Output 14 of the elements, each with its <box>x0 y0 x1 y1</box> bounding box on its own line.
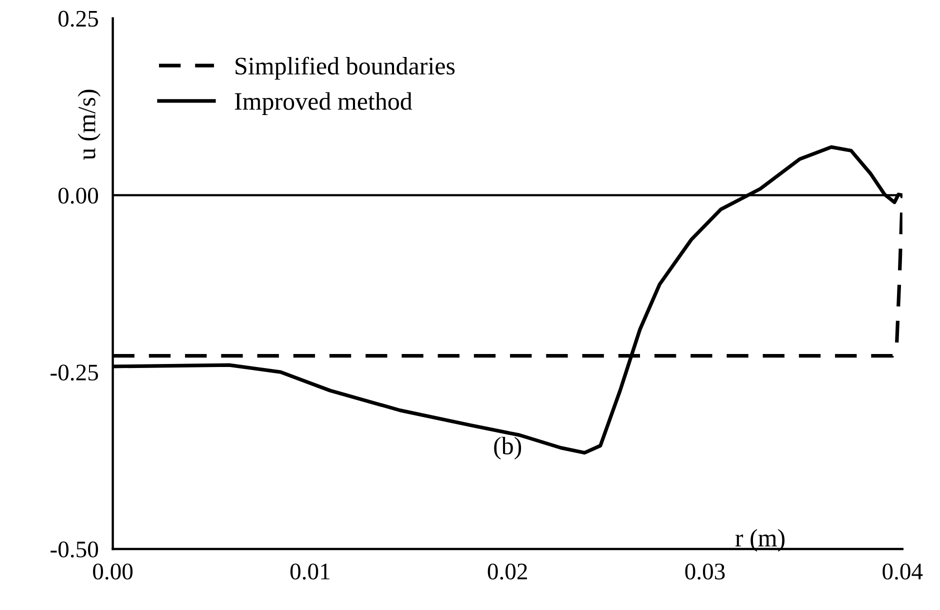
x-tick-label: 0.04 <box>882 564 923 580</box>
y-tick-label: -0.25 <box>50 364 98 381</box>
legend-label: Improved method <box>234 92 412 115</box>
x-tick-label: 0.02 <box>488 564 527 580</box>
x-tick-label: 0.03 <box>685 564 725 580</box>
y-tick-label: 0.25 <box>58 10 98 27</box>
y-tick-label: 0.00 <box>58 188 98 204</box>
x-tick-label: 0.00 <box>93 564 133 580</box>
annotation: (b) <box>494 436 522 460</box>
y-axis-title: u (m/s) <box>78 90 100 160</box>
legend-label: Simplified boundaries <box>236 56 455 80</box>
x-tick-label: 0.01 <box>290 564 330 580</box>
x-axis-title: r (m) <box>735 528 785 552</box>
y-tick-label: -0.50 <box>50 541 98 558</box>
